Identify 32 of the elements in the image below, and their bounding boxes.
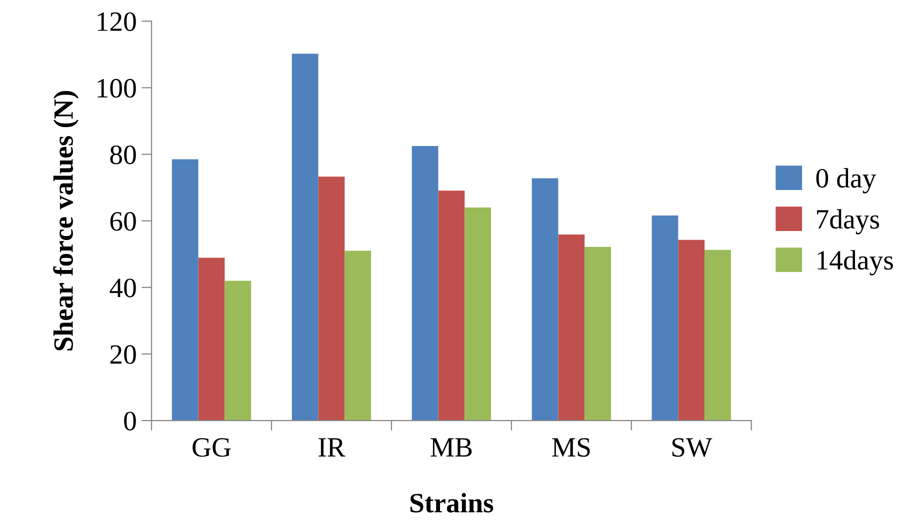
bar — [652, 216, 678, 421]
bar — [464, 208, 492, 421]
bar — [558, 234, 585, 421]
bar — [224, 280, 252, 421]
bar — [172, 159, 198, 421]
x-axis-title: Strains — [410, 492, 494, 513]
y-tick-label: 40 — [110, 278, 136, 298]
bar — [438, 190, 465, 421]
bar — [678, 240, 705, 421]
y-tick-label: 0 — [124, 412, 136, 430]
bar — [318, 176, 345, 421]
bar — [584, 246, 612, 421]
y-tick-label: 60 — [110, 212, 136, 231]
bar — [198, 258, 225, 421]
legend-label: 14days — [818, 250, 893, 276]
x-tick-label: MB — [430, 438, 472, 457]
bar — [412, 146, 438, 421]
legend-label: 0 day — [816, 168, 876, 194]
y-axis-title: Shear force values (N) — [53, 91, 79, 350]
x-tick-label: GG — [192, 438, 231, 457]
bar — [532, 178, 558, 421]
x-tick-label: IR — [318, 438, 346, 456]
y-tick-label: 120 — [98, 12, 136, 32]
x-tick-label: SW — [672, 438, 712, 457]
y-tick-label: 100 — [98, 78, 136, 98]
y-tick-label: 20 — [110, 345, 136, 364]
bar — [704, 250, 731, 421]
bar — [344, 250, 372, 421]
bar — [292, 54, 318, 421]
x-tick-label: MS — [552, 438, 590, 457]
legend-label: 7days — [817, 209, 880, 234]
y-tick-label: 80 — [110, 145, 136, 164]
